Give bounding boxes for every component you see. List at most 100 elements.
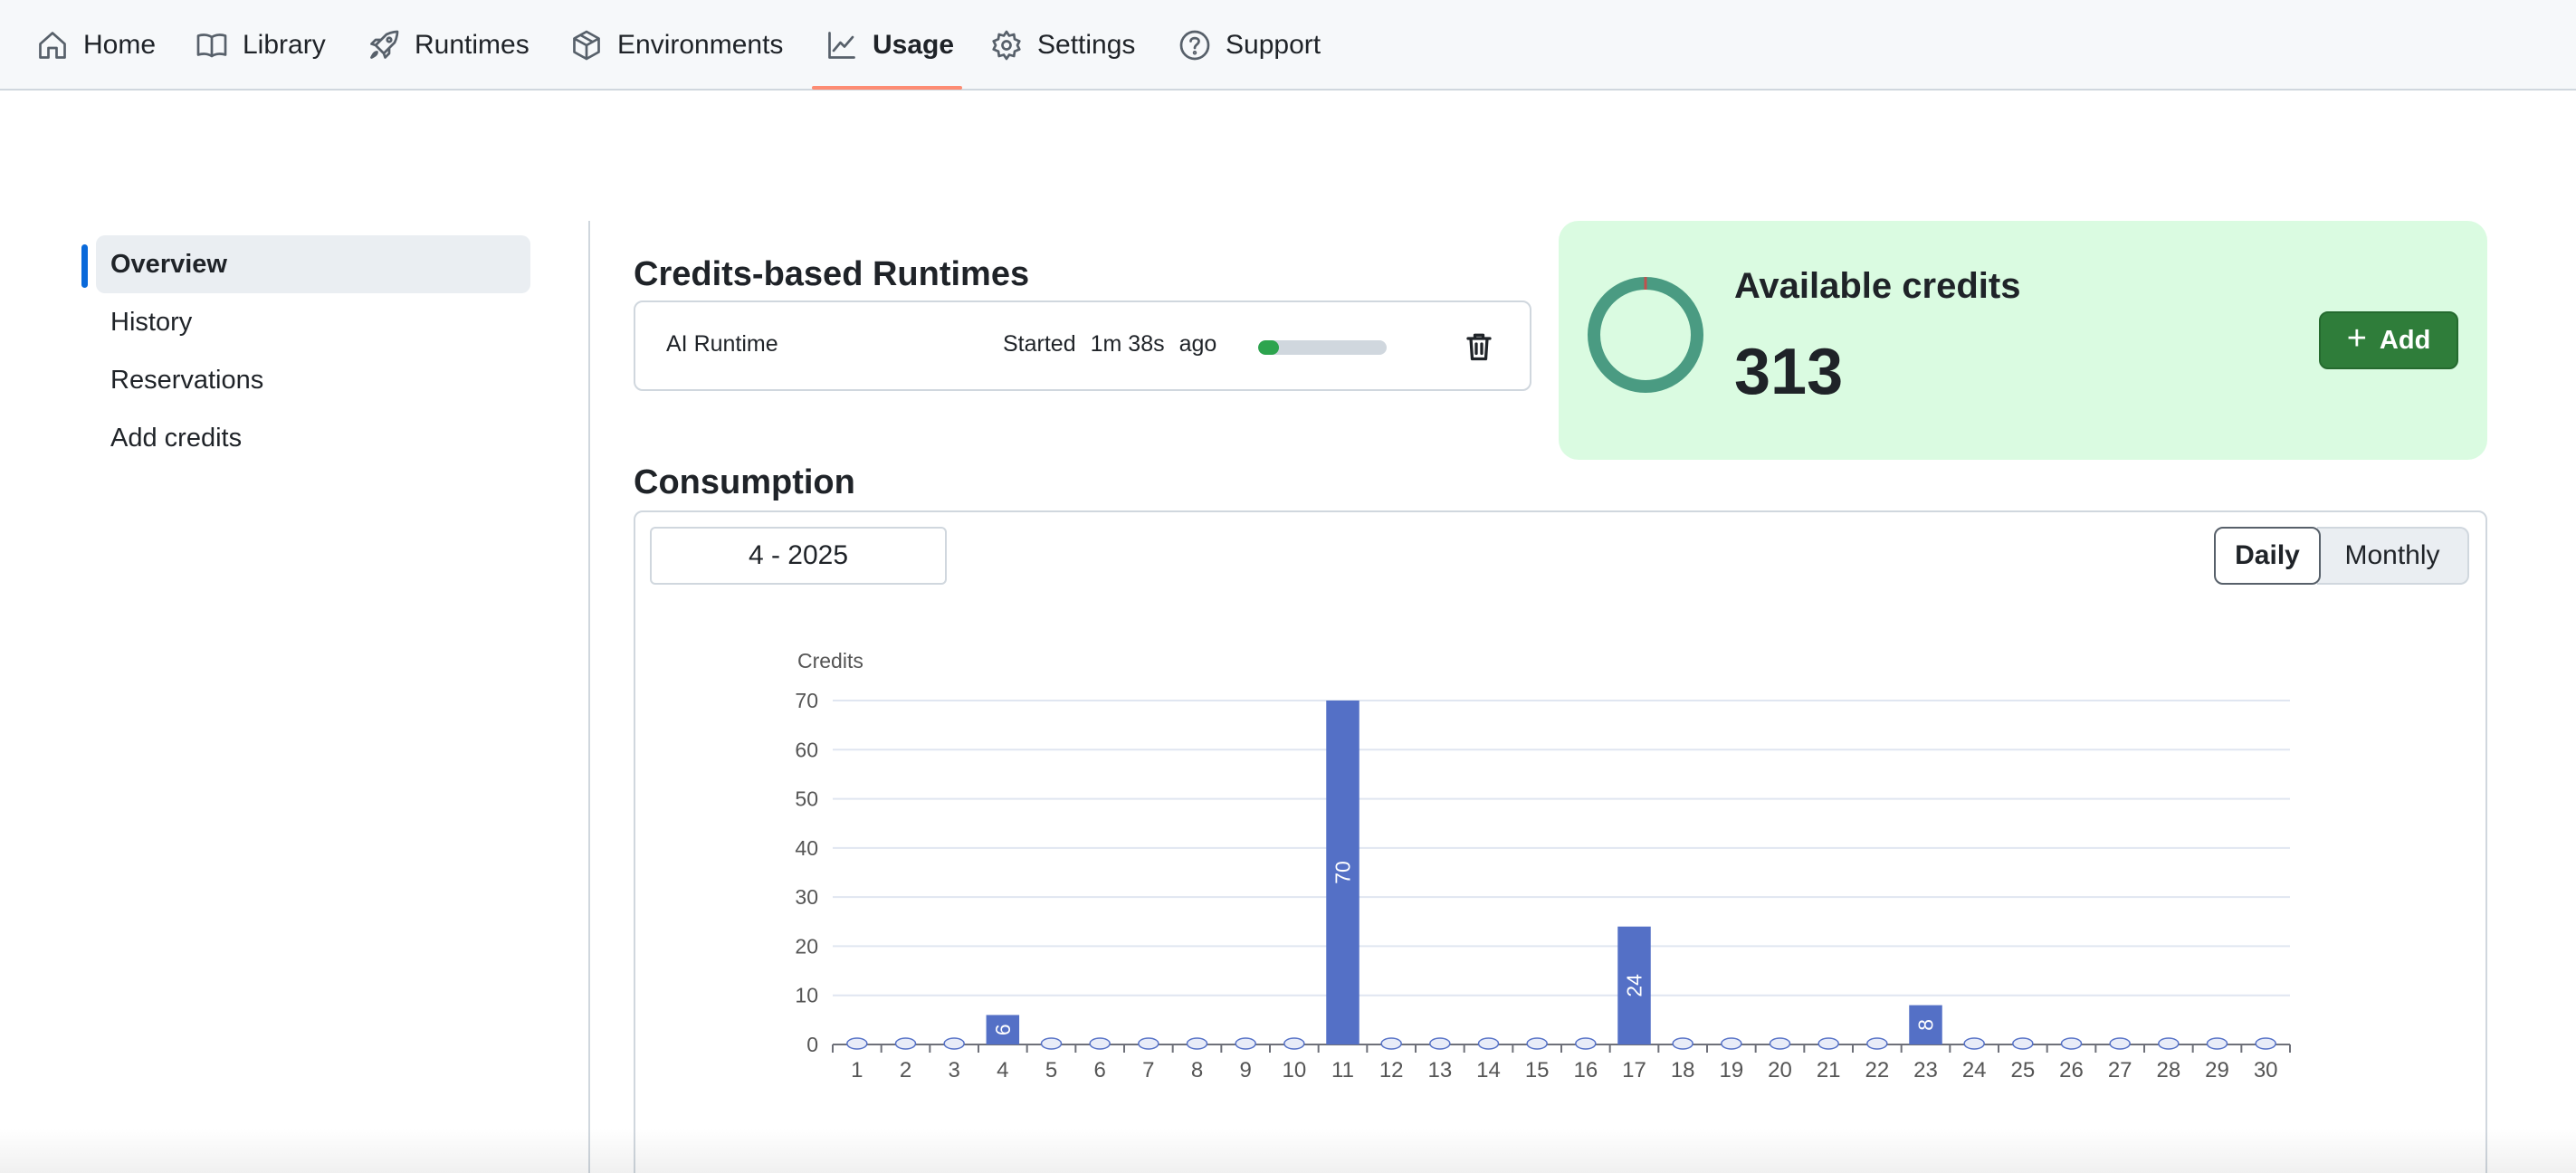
x-tick-label: 14 — [1476, 1058, 1501, 1082]
y-tick-label: 60 — [795, 738, 818, 761]
plus-icon: + — [2346, 319, 2367, 358]
zero-value-marker — [894, 1037, 917, 1050]
zero-value-marker — [2206, 1037, 2228, 1050]
zero-value-marker — [1089, 1037, 1111, 1050]
credits-donut-chart — [1588, 277, 1703, 393]
zero-value-marker — [2012, 1037, 2034, 1050]
nav-label: Home — [83, 30, 157, 60]
trash-icon — [1466, 333, 1492, 361]
x-tick-label: 30 — [2254, 1058, 2278, 1082]
x-tick-label: 11 — [1331, 1058, 1354, 1082]
ago-label: ago — [1178, 331, 1217, 357]
zero-value-marker — [1429, 1037, 1451, 1050]
x-tick-label: 4 — [997, 1058, 1008, 1082]
consumption-title: Consumption — [634, 463, 855, 501]
x-tick-label: 10 — [1282, 1058, 1306, 1082]
bar-value-label: 8 — [1914, 1019, 1938, 1031]
x-tick-label: 6 — [1093, 1058, 1105, 1082]
x-tick-label: 1 — [851, 1058, 863, 1082]
delete-runtime-button[interactable] — [1463, 329, 1495, 364]
runtimes-title: Credits-based Runtimes — [634, 255, 1030, 293]
runtime-progress-fill — [1258, 340, 1279, 355]
sidebar-item-reservations[interactable]: Reservations — [96, 351, 530, 409]
sidebar-active-indicator — [81, 244, 88, 288]
zero-value-marker — [943, 1037, 965, 1050]
sidebar-item-label: Overview — [110, 249, 227, 279]
x-tick-label: 8 — [1191, 1058, 1203, 1082]
y-tick-label: 70 — [795, 689, 818, 712]
zero-value-marker — [1963, 1037, 1985, 1050]
zero-value-marker — [1040, 1037, 1063, 1050]
zero-value-marker — [1818, 1037, 1839, 1050]
rocket-icon — [370, 30, 399, 59]
zero-value-marker — [1866, 1037, 1888, 1050]
x-tick-label: 23 — [1913, 1058, 1938, 1082]
question-icon — [1179, 30, 1210, 61]
y-tick-label: 50 — [795, 787, 818, 811]
x-tick-label: 24 — [1962, 1058, 1987, 1082]
x-tick-label: 7 — [1142, 1058, 1154, 1082]
y-tick-label: 10 — [795, 984, 818, 1007]
toggle-daily[interactable]: Daily — [2214, 527, 2321, 585]
x-tick-label: 26 — [2059, 1058, 2084, 1082]
book-icon — [196, 33, 227, 58]
available-credits-panel: Available credits 313 + Add — [1559, 221, 2487, 460]
nav-library[interactable]: Library — [196, 0, 326, 91]
zero-value-marker — [1769, 1037, 1791, 1050]
x-tick-label: 20 — [1768, 1058, 1792, 1082]
nav-settings[interactable]: Settings — [990, 0, 1135, 91]
zero-value-marker — [1477, 1037, 1500, 1050]
package-icon — [573, 30, 600, 61]
x-tick-label: 16 — [1573, 1058, 1598, 1082]
zero-value-marker — [1721, 1037, 1742, 1050]
x-tick-label: 25 — [2010, 1058, 2035, 1082]
sidebar-item-label: Add credits — [110, 423, 243, 453]
bar — [986, 1015, 1020, 1044]
add-credits-button[interactable]: + Add — [2319, 311, 2458, 369]
elapsed-time: 1m 38s — [1090, 331, 1165, 357]
zero-value-marker — [1672, 1037, 1693, 1050]
x-tick-label: 29 — [2205, 1058, 2229, 1082]
zero-value-marker — [1283, 1037, 1305, 1050]
runtime-started: Started 1m 38s ago — [1003, 331, 1216, 358]
x-tick-label: 9 — [1239, 1058, 1251, 1082]
zero-value-marker — [846, 1037, 868, 1050]
zero-value-marker — [1575, 1037, 1597, 1050]
bar — [1617, 926, 1651, 1044]
started-label: Started — [1003, 331, 1076, 357]
x-tick-label: 17 — [1622, 1058, 1646, 1082]
nav-usage[interactable]: Usage — [825, 0, 954, 91]
sidebar-item-history[interactable]: History — [96, 293, 530, 351]
y-tick-label: 0 — [806, 1033, 818, 1056]
bar — [1326, 701, 1360, 1044]
x-tick-label: 3 — [948, 1058, 959, 1082]
y-axis-label: Credits — [797, 649, 863, 672]
nav-runtimes[interactable]: Runtimes — [367, 0, 530, 91]
sidebar-item-add-credits[interactable]: Add credits — [96, 409, 530, 467]
toggle-monthly[interactable]: Monthly — [2317, 527, 2469, 585]
bar-value-label: 70 — [1331, 861, 1355, 884]
nav-environments[interactable]: Environments — [570, 0, 783, 91]
x-tick-label: 18 — [1671, 1058, 1695, 1082]
nav-support[interactable]: Support — [1178, 0, 1321, 91]
credits-value: 313 — [1734, 336, 1844, 408]
zero-value-marker — [2060, 1037, 2083, 1050]
zero-value-marker — [1380, 1037, 1402, 1050]
nav-label: Library — [243, 30, 326, 60]
sidebar-item-label: Reservations — [110, 365, 264, 395]
nav-home[interactable]: Home — [36, 0, 156, 91]
sidebar-divider — [588, 221, 590, 1173]
runtime-row: AI Runtime Started 1m 38s ago — [634, 300, 1531, 391]
x-tick-label: 5 — [1045, 1058, 1057, 1082]
x-tick-label: 28 — [2156, 1058, 2180, 1082]
y-tick-label: 30 — [795, 885, 818, 909]
nav-label: Usage — [873, 30, 955, 60]
gear-icon — [992, 30, 1021, 61]
home-icon — [39, 32, 66, 59]
graph-icon — [828, 32, 855, 59]
runtime-progress-bar — [1258, 340, 1387, 355]
bar — [1909, 1005, 1942, 1044]
sidebar-item-overview[interactable]: Overview — [96, 235, 530, 293]
period-selector[interactable]: 4 - 2025 — [650, 527, 947, 585]
